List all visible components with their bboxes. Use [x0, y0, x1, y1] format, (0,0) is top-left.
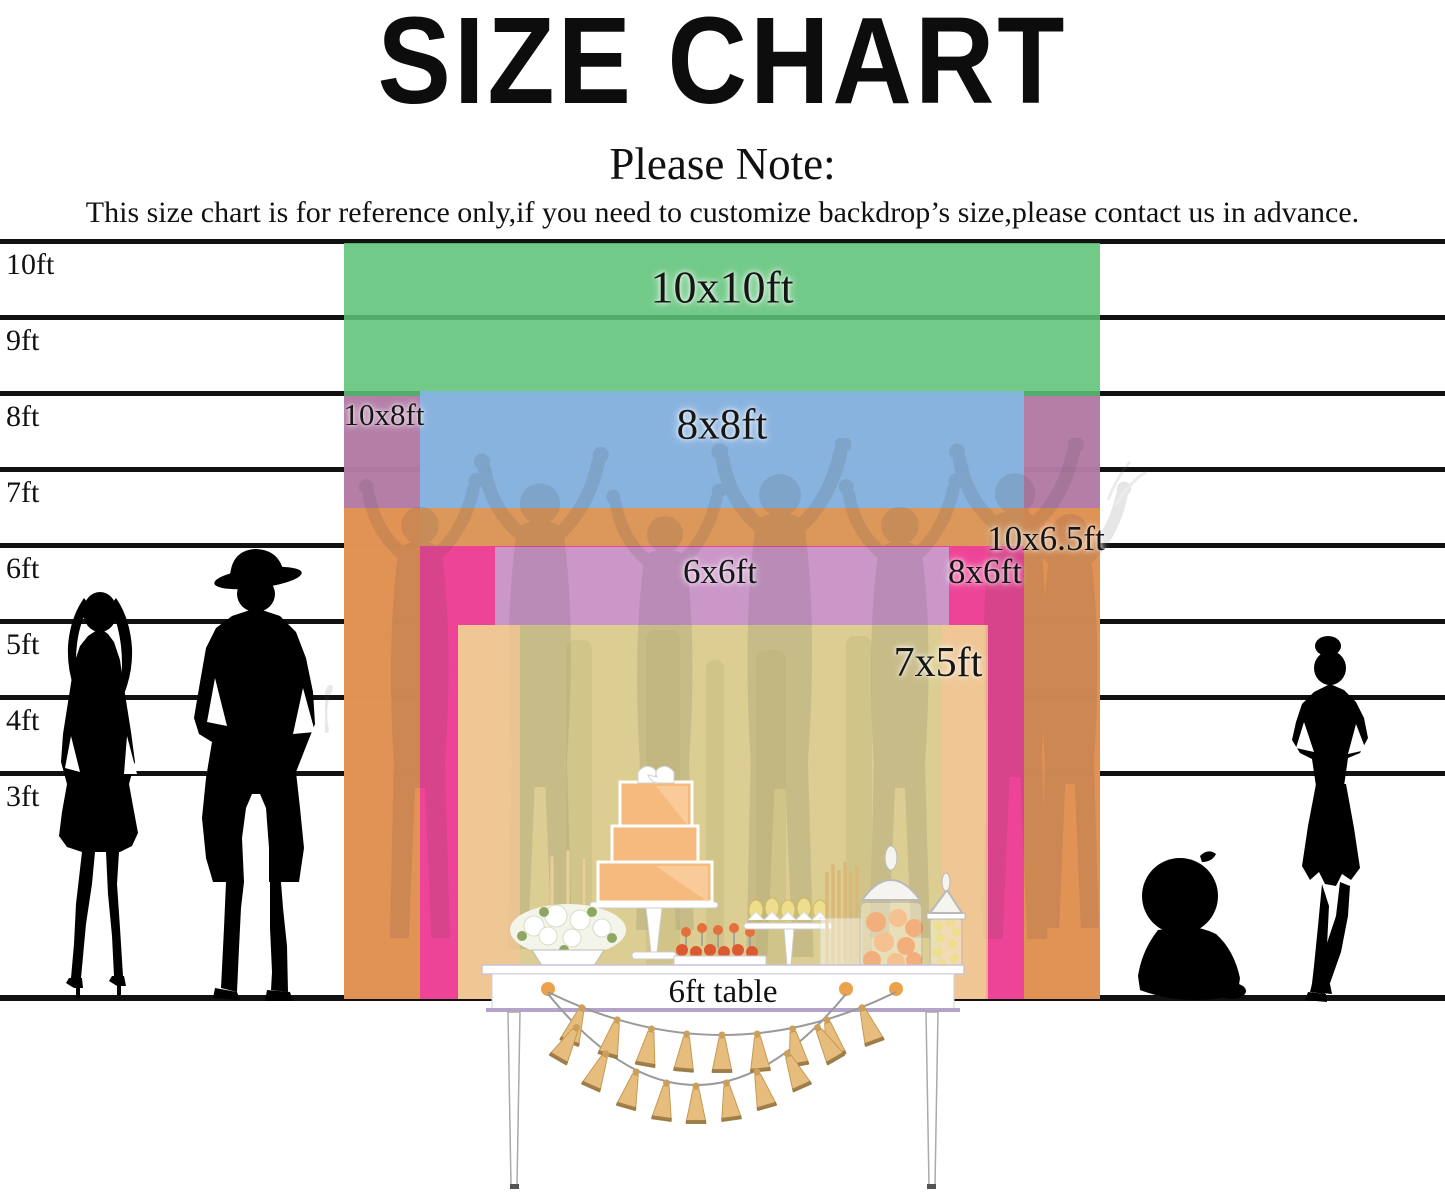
ruler-label-8ft: 8ft [6, 400, 40, 433]
tassel [580, 1050, 610, 1093]
candy-sticks [819, 862, 863, 969]
dessert-table-scene: 6ft table [458, 625, 988, 1189]
ruler-label-10ft: 10ft [6, 248, 55, 281]
tassel [650, 1079, 672, 1122]
size-label-6x6ft: 6x6ft [683, 552, 757, 591]
man-silhouette [194, 549, 315, 1001]
candy-jar-yellow [926, 872, 966, 969]
ruler-label-4ft: 4ft [6, 704, 40, 737]
ruler-label-6ft: 6ft [6, 552, 40, 585]
size-label-8x8ft: 8x8ft [676, 401, 768, 449]
garland-pins [541, 982, 903, 996]
ruler-label-3ft: 3ft [6, 780, 40, 813]
table: 6ft table [481, 964, 965, 1189]
tassel [711, 1031, 733, 1073]
tassel [721, 1079, 743, 1122]
tassel [749, 1030, 772, 1073]
note-body: This size chart is for reference only,if… [85, 196, 1360, 229]
table-leg-right [925, 1011, 939, 1187]
tassel [615, 1068, 640, 1112]
table-size-label: 6ft table [668, 974, 777, 1010]
page-title: SIZE CHART [377, 0, 1068, 130]
tiered-cake [589, 765, 719, 960]
watermark-squiggle [1106, 460, 1147, 505]
size-label-8x6ft: 8x6ft [948, 552, 1022, 591]
tassel [814, 1024, 846, 1066]
size-label-10x8ft: 10x8ft [343, 397, 425, 432]
pear-dessert-stand [743, 897, 835, 972]
size-label-10x6.5ft: 10x6.5ft [987, 519, 1105, 558]
tassel [672, 1030, 695, 1073]
table-leg-left [507, 1011, 521, 1187]
tassel [685, 1082, 707, 1124]
crowd-watermark [325, 438, 1147, 998]
size-label-10x10ft: 10x10ft [650, 261, 794, 313]
tassel [858, 1004, 885, 1047]
tassel [783, 1050, 813, 1093]
ruler-label-5ft: 5ft [6, 628, 40, 661]
ruler-line-10ft [0, 239, 1445, 244]
ruler-label-9ft: 9ft [6, 324, 40, 357]
baby-silhouette [1138, 851, 1246, 1000]
note-heading: Please Note: [609, 139, 836, 189]
tassel [634, 1025, 656, 1069]
size-label-7x5ft: 7x5ft [893, 640, 983, 686]
cake-topper-birds [637, 765, 675, 784]
ruler-label-7ft: 7ft [6, 476, 40, 509]
tassel [548, 1024, 581, 1066]
girl-silhouette [1292, 636, 1368, 1002]
tassel [753, 1068, 778, 1112]
woman-silhouette [59, 592, 138, 998]
tassel-garland [547, 991, 897, 1124]
